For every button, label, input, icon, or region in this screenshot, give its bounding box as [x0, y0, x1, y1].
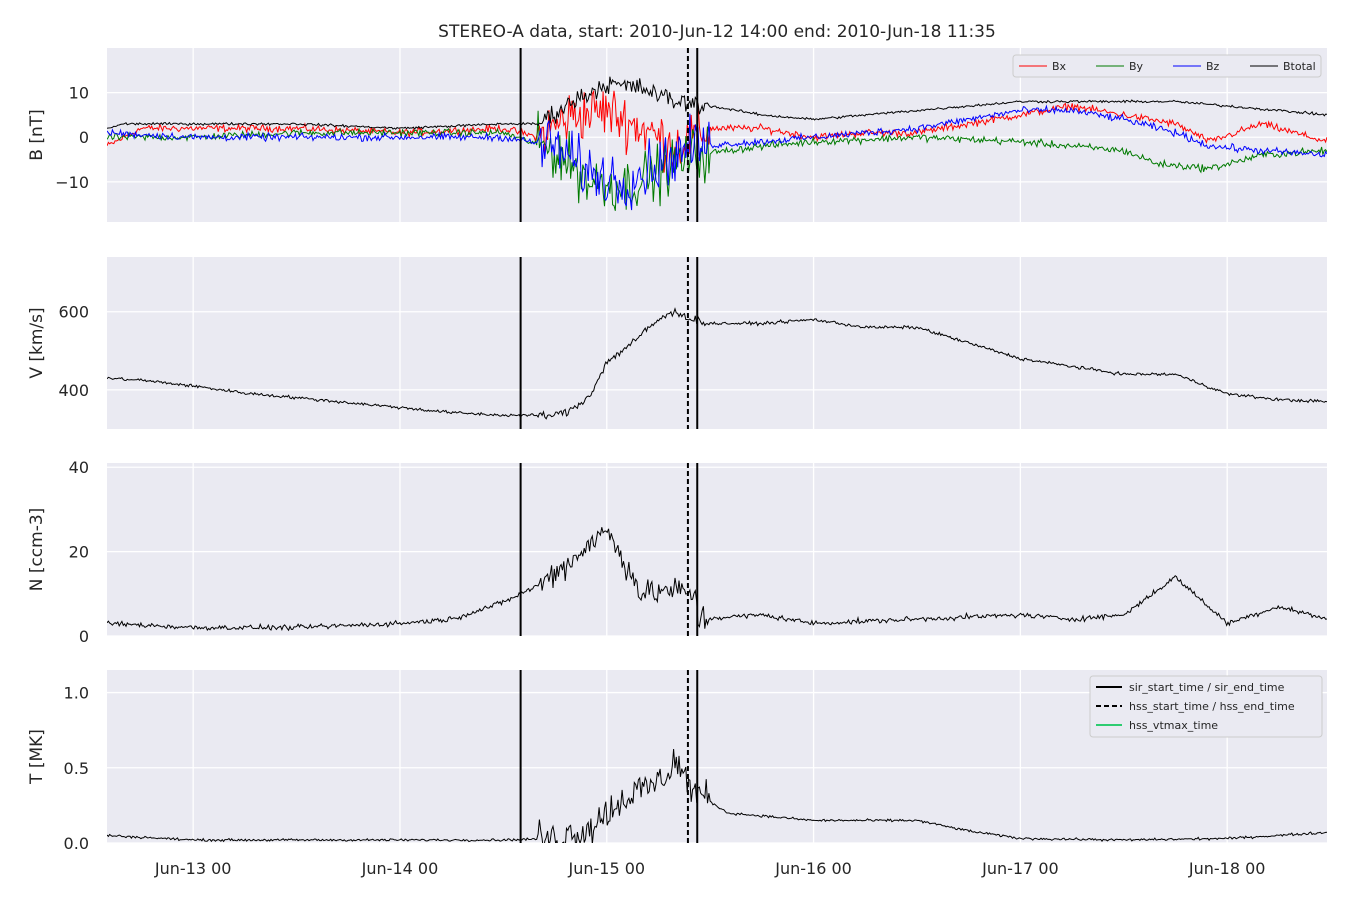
legend-label: By: [1129, 60, 1144, 73]
y-tick-label: 0.0: [64, 834, 89, 853]
y-tick-label: 10: [69, 84, 89, 103]
y-axis-label: B [nT]: [27, 109, 47, 161]
y-axis-label: V [km/s]: [27, 307, 47, 378]
legend-b-components: Bx By Bz Btotal: [1012, 54, 1322, 78]
y-tick-label: 400: [58, 381, 89, 400]
y-tick-label: 600: [58, 303, 89, 322]
series-line-by: [107, 110, 1327, 211]
series-line-btotal: [107, 76, 1327, 130]
y-tick-label: 0: [79, 128, 89, 147]
legend-label: hss_start_time / hss_end_time: [1129, 700, 1295, 713]
legend-label: hss_vtmax_time: [1129, 719, 1218, 732]
y-tick-label: 40: [69, 458, 89, 477]
x-tick-label: Jun-15 00: [567, 859, 645, 878]
y-axis-label: T [MK]: [27, 729, 47, 785]
x-tick-label: Jun-13 00: [154, 859, 232, 878]
y-tick-label: 20: [69, 543, 89, 562]
legend-label: Bz: [1206, 60, 1220, 73]
legend-event-lines: sir_start_time / sir_end_time hss_start_t…: [1089, 675, 1323, 738]
panel-background: [107, 463, 1327, 636]
panel-3: 0 20 40 N [ccm-3]: [27, 458, 1327, 646]
y-tick-label: 0.5: [64, 759, 89, 778]
series-line-panel4: [107, 748, 1327, 843]
series-line-panel2: [107, 307, 1327, 420]
panel-4: 0.0 0.5 1.0 T [MK] sir_start_time / sir_end_…: [27, 670, 1327, 853]
legend-box: [1089, 675, 1323, 738]
x-tick-label: Jun-17 00: [981, 859, 1059, 878]
y-tick-label: 1.0: [64, 684, 89, 703]
panel-1: −10 0 10 B [nT] Bx By Bz Btotal: [27, 48, 1327, 222]
x-tick-label: Jun-16 00: [774, 859, 852, 878]
series-line-panel3: [107, 527, 1327, 632]
x-tick-label: Jun-14 00: [361, 859, 439, 878]
series-line-bz: [107, 104, 1327, 211]
y-tick-label: −10: [55, 173, 89, 192]
panel-background: [107, 257, 1327, 429]
y-axis-label: N [ccm-3]: [27, 508, 47, 592]
x-tick-label: Jun-18 00: [1188, 859, 1266, 878]
legend-label: Btotal: [1283, 60, 1316, 73]
legend-box: [1012, 54, 1322, 78]
legend-label: Bx: [1052, 60, 1067, 73]
chart-title: STEREO-A data, start: 2010-Jun-12 14:00 …: [438, 22, 996, 42]
y-tick-label: 0: [79, 627, 89, 646]
panel-2: 400 600 V [km/s]: [27, 257, 1327, 429]
legend-label: sir_start_time / sir_end_time: [1129, 681, 1285, 694]
